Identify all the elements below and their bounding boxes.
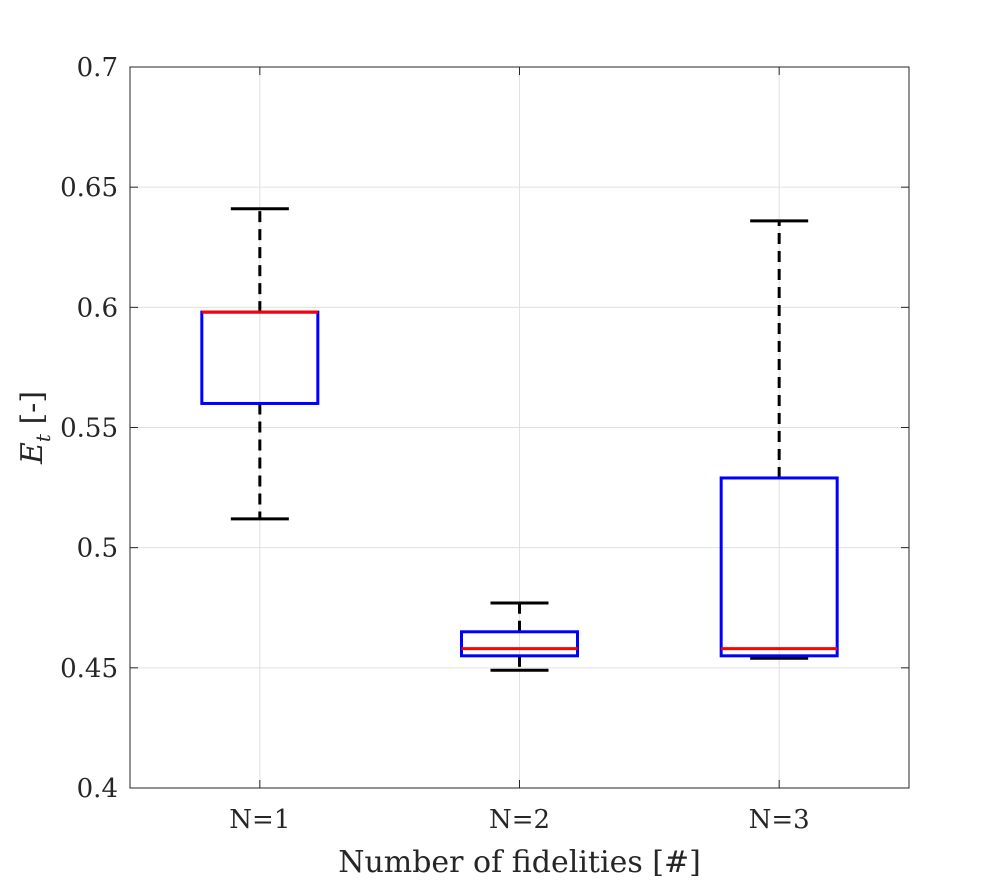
y-tick-label: 0.7 — [77, 53, 118, 83]
y-axis-label-unit: [-] — [15, 391, 50, 434]
grid — [130, 66, 909, 789]
y-tick-label: 0.5 — [77, 534, 118, 564]
x-tick-label: N=3 — [749, 805, 810, 835]
y-tick-label: 0.55 — [60, 414, 118, 444]
x-tick-label: N=2 — [489, 805, 550, 835]
y-axis-label-symbol: E — [15, 442, 50, 465]
axis-ticks: 0.4 0.45 0.5 0.55 0.6 0.65 0.7 N=1 N=2 N=3 — [60, 53, 909, 835]
box-group-N=1 — [200, 207, 320, 521]
box-group-N=3 — [719, 219, 839, 660]
iqr-box — [460, 630, 579, 658]
y-tick-label: 0.45 — [60, 654, 118, 684]
iqr-box — [719, 476, 839, 658]
box-group-N=2 — [460, 601, 579, 672]
y-tick-label: 0.65 — [60, 173, 118, 203]
y-tick-label: 0.6 — [77, 293, 118, 323]
x-axis-label: Number of fidelities [#] — [338, 845, 701, 880]
y-axis-label: Et [-] — [15, 391, 55, 465]
boxes — [200, 207, 839, 672]
y-axis-label-subscript: t — [31, 433, 55, 442]
y-tick-label: 0.4 — [77, 774, 118, 804]
x-tick-label: N=1 — [229, 805, 290, 835]
